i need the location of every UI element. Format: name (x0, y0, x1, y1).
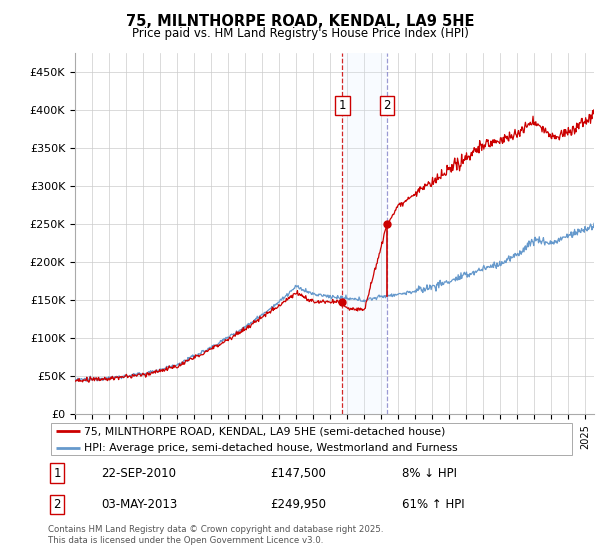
Text: 1: 1 (339, 99, 346, 112)
Text: 03-MAY-2013: 03-MAY-2013 (101, 498, 177, 511)
Text: Price paid vs. HM Land Registry's House Price Index (HPI): Price paid vs. HM Land Registry's House … (131, 27, 469, 40)
Text: 61% ↑ HPI: 61% ↑ HPI (402, 498, 464, 511)
Text: 75, MILNTHORPE ROAD, KENDAL, LA9 5HE (semi-detached house): 75, MILNTHORPE ROAD, KENDAL, LA9 5HE (se… (84, 426, 445, 436)
Bar (343, 53, 387, 414)
Text: HPI: Average price, semi-detached house, Westmorland and Furness: HPI: Average price, semi-detached house,… (84, 443, 458, 452)
Text: Contains HM Land Registry data © Crown copyright and database right 2025.
This d: Contains HM Land Registry data © Crown c… (48, 525, 383, 545)
Text: 2: 2 (383, 99, 391, 112)
Text: 22-SEP-2010: 22-SEP-2010 (101, 466, 176, 479)
Text: 2: 2 (53, 498, 61, 511)
Text: 8% ↓ HPI: 8% ↓ HPI (402, 466, 457, 479)
Text: 75, MILNTHORPE ROAD, KENDAL, LA9 5HE: 75, MILNTHORPE ROAD, KENDAL, LA9 5HE (126, 14, 474, 29)
Text: 1: 1 (53, 466, 61, 479)
Text: £147,500: £147,500 (270, 466, 326, 479)
Text: £249,950: £249,950 (270, 498, 326, 511)
